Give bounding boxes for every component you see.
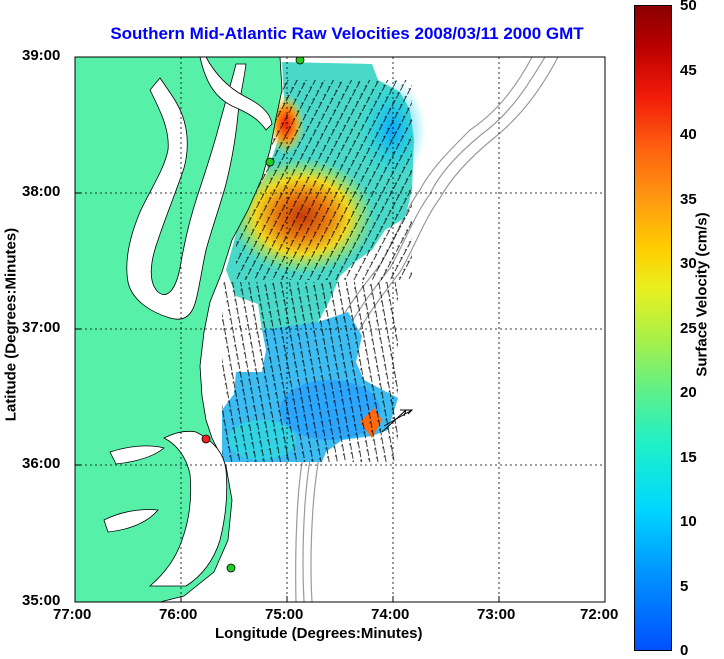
grid: [75, 57, 605, 602]
xtick-label: 75:00: [265, 606, 304, 623]
y-axis-label: Latitude (Degrees:Minutes): [2, 227, 20, 422]
x-axis-label: Longitude (Degrees:Minutes): [215, 625, 423, 642]
station-north-marker: [295, 57, 305, 65]
chart-title: Southern Mid-Atlantic Raw Velocities 200…: [110, 24, 584, 43]
colorbar-tick: 10: [680, 513, 697, 530]
xtick-label: 74:00: [371, 606, 410, 623]
colorbar-tick: 5: [680, 578, 689, 595]
xtick-label: 77:00: [53, 606, 92, 623]
station-delmarva-marker: [265, 157, 275, 167]
colorbar-tick: 50: [680, 0, 697, 14]
stations: [201, 57, 305, 573]
colorbar-tick: 15: [680, 449, 697, 466]
xtick-label: 72:00: [580, 606, 619, 623]
tick-marks: [75, 192, 500, 602]
colorbar-tick: 35: [680, 191, 697, 208]
colorbar: [634, 5, 672, 651]
xtick-label: 76:00: [159, 606, 198, 623]
station-virginia-marker: [201, 434, 211, 444]
ytick-label: 39:00: [22, 47, 61, 64]
delaware-bay: [199, 57, 273, 131]
ytick-label: 38:00: [22, 183, 61, 200]
colorbar-tick: 30: [680, 255, 697, 272]
colorbar-tick: 40: [680, 126, 697, 143]
colorbar-tick: 45: [680, 62, 697, 79]
station-hatteras-marker: [226, 563, 236, 573]
ytick-label: 35:00: [22, 592, 61, 609]
colorbar-tick: 0: [680, 642, 689, 659]
reference-arrows: [381, 409, 414, 433]
ytick-label: 37:00: [22, 319, 61, 336]
xtick-label: 73:00: [477, 606, 516, 623]
colorbar-tick: 25: [680, 320, 697, 337]
colorbar-label: Surface Velocity (cm/s): [693, 212, 711, 377]
velocity-field: [222, 62, 426, 462]
pamlico-sound: [148, 430, 228, 587]
colorbar-tick: 20: [680, 384, 697, 401]
ytick-label: 36:00: [22, 455, 61, 472]
